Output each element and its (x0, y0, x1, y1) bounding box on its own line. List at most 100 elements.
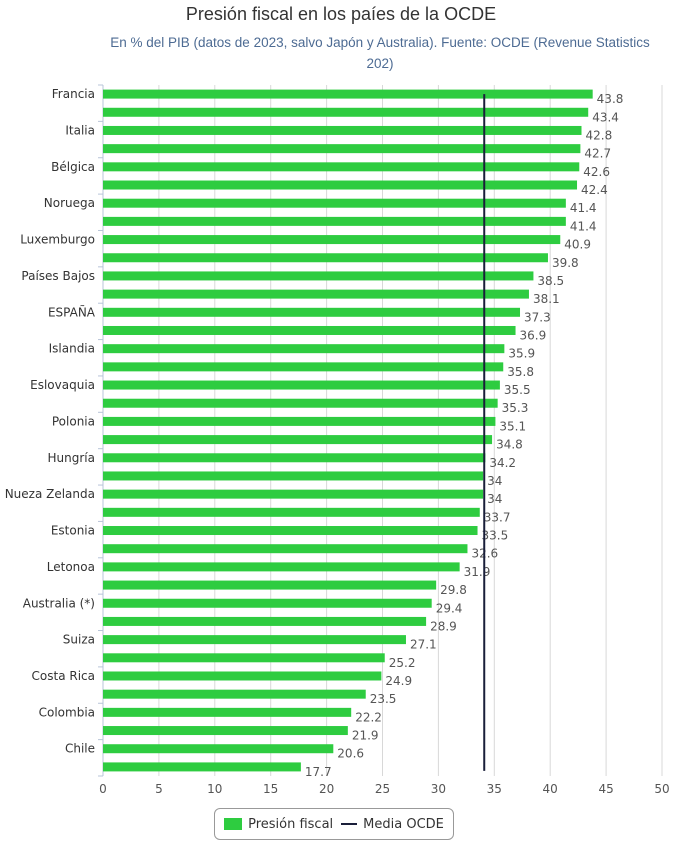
bar (103, 398, 498, 408)
data-label: 37.3 (524, 310, 551, 324)
data-label: 27.1 (410, 638, 437, 652)
data-label: 29.4 (436, 601, 463, 615)
data-label: 33.7 (484, 510, 511, 524)
data-label: 43.4 (592, 110, 619, 124)
bar (103, 580, 437, 590)
x-tick-label: 35 (487, 782, 502, 796)
category-label: Letonoa (47, 560, 95, 574)
bar (103, 707, 352, 717)
bar (103, 162, 580, 172)
bar (103, 635, 406, 645)
legend-swatch-bar (224, 818, 243, 830)
x-tick-label: 5 (155, 782, 163, 796)
bar (103, 453, 486, 463)
data-label: 42.4 (581, 183, 608, 197)
category-label: Eslovaquia (30, 378, 95, 392)
bar (103, 562, 460, 572)
data-label: 38.1 (533, 292, 560, 306)
category-label: Islandia (49, 342, 95, 356)
legend-label: Media OCDE (363, 816, 444, 832)
bar (103, 598, 432, 608)
x-tick-label: 20 (319, 782, 334, 796)
category-label: Australia (*) (23, 596, 95, 610)
bar (103, 489, 484, 499)
x-tick-label: 25 (375, 782, 390, 796)
x-tick-label: 50 (654, 782, 669, 796)
data-label: 28.9 (430, 619, 457, 633)
data-label: 20.6 (337, 747, 364, 761)
x-tick-label: 0 (99, 782, 107, 796)
bar (103, 471, 484, 481)
bar (103, 671, 382, 681)
data-label: 17.7 (305, 765, 332, 779)
data-label: 42.6 (583, 165, 610, 179)
bar (103, 289, 529, 299)
data-label: 39.8 (552, 256, 579, 270)
bar (103, 325, 516, 335)
legend-item-presion[interactable]: Presión fiscal (224, 817, 333, 832)
category-label: Chile (65, 742, 95, 756)
data-label: 35.3 (502, 401, 529, 415)
data-label: 38.5 (537, 274, 564, 288)
legend-swatch-line (341, 823, 358, 825)
bar (103, 416, 496, 426)
data-label: 42.8 (586, 128, 613, 142)
x-tick-label: 30 (431, 782, 446, 796)
bar (103, 616, 427, 626)
data-label: 24.9 (385, 674, 412, 688)
chart-subtitle: En % del PIB (datos de 2023, salvo Japón… (110, 35, 650, 71)
data-label: 35.9 (508, 347, 535, 361)
data-label: 42.7 (584, 147, 611, 161)
data-label: 35.8 (507, 365, 534, 379)
category-label: Italia (65, 123, 95, 137)
category-label: Colombia (39, 705, 95, 719)
data-label: 43.8 (597, 92, 624, 106)
category-label: Suiza (63, 633, 95, 647)
data-label: 31.9 (464, 565, 491, 579)
bar (103, 726, 348, 736)
category-label: Noruega (44, 196, 95, 210)
bar (103, 198, 566, 208)
bar (103, 125, 582, 135)
category-label: Polonia (52, 414, 95, 428)
bar (103, 180, 578, 190)
data-label: 21.9 (352, 729, 379, 743)
bar (103, 507, 480, 517)
category-label: Costa Rica (32, 669, 95, 683)
category-label: Países Bajos (21, 269, 95, 283)
data-label: 41.4 (570, 219, 597, 233)
bar (103, 544, 468, 554)
bar (103, 762, 301, 772)
category-label: Bélgica (51, 160, 95, 174)
category-label: Hungría (48, 451, 95, 465)
chart-title: Presión fiscal en los paíes de la OCDE (185, 4, 497, 24)
bar (103, 362, 504, 372)
category-label: Francia (52, 87, 95, 101)
bar (103, 271, 534, 281)
bar (103, 89, 593, 99)
x-tick-label: 45 (598, 782, 613, 796)
category-label: Estonia (51, 524, 95, 538)
data-label: 40.9 (564, 238, 591, 252)
legend: Presión fiscal Media OCDE (214, 808, 454, 840)
data-label: 33.5 (482, 529, 509, 543)
data-label: 34.2 (489, 456, 516, 470)
bar (103, 307, 521, 317)
bar (103, 744, 334, 754)
data-label: 25.2 (389, 656, 416, 670)
bar (103, 253, 548, 263)
legend-item-media[interactable]: Media OCDE (341, 817, 444, 832)
bar (103, 689, 366, 699)
bar (103, 653, 385, 663)
x-tick-label: 15 (263, 782, 278, 796)
data-label: 22.2 (355, 710, 382, 724)
data-label: 34.8 (496, 438, 523, 452)
legend-label: Presión fiscal (248, 816, 334, 832)
x-tick-label: 10 (207, 782, 222, 796)
category-label: ESPAÑA (48, 304, 96, 319)
x-tick-label: 40 (543, 782, 558, 796)
bar (103, 344, 505, 354)
bar (103, 216, 566, 226)
